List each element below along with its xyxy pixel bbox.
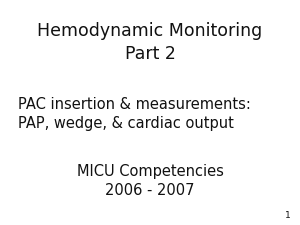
Text: PAC insertion & measurements:
PAP, wedge, & cardiac output: PAC insertion & measurements: PAP, wedge… [18, 97, 251, 131]
Text: 1: 1 [285, 212, 291, 220]
Text: Hemodynamic Monitoring
Part 2: Hemodynamic Monitoring Part 2 [38, 22, 262, 63]
Text: MICU Competencies
2006 - 2007: MICU Competencies 2006 - 2007 [76, 164, 224, 198]
